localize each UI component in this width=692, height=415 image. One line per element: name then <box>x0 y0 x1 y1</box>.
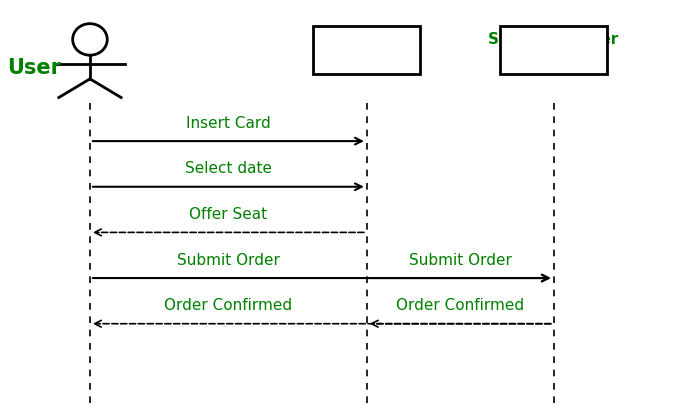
Text: Order Confirmed: Order Confirmed <box>396 298 525 313</box>
Text: Theater :
Theater 2: Theater : Theater 2 <box>325 32 408 67</box>
Bar <box>313 26 420 74</box>
Text: Submit Order: Submit Order <box>409 253 511 268</box>
Text: Submit Order: Submit Order <box>177 253 280 268</box>
Text: User: User <box>7 59 61 78</box>
Bar <box>500 26 608 74</box>
Text: Order Confirmed: Order Confirmed <box>164 298 293 313</box>
Text: Offer Seat: Offer Seat <box>190 207 267 222</box>
Text: Select date: Select date <box>185 161 272 176</box>
Text: Insert Card: Insert Card <box>186 116 271 131</box>
Text: Server : Server
1: Server : Server 1 <box>489 32 619 67</box>
